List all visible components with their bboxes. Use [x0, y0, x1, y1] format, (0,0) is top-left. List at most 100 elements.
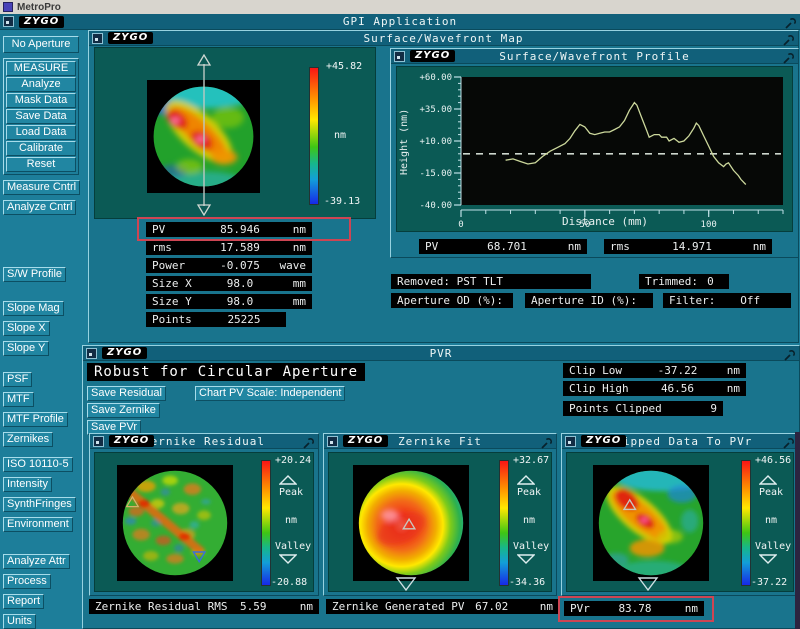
wrench-icon[interactable]: [782, 435, 795, 449]
clipped-colorbar: [741, 460, 751, 586]
peak-triangle-icon: [517, 475, 535, 485]
sidebar-iso-button[interactable]: ISO 10110-5: [3, 457, 73, 472]
peak-triangle-icon: [279, 475, 297, 485]
surface-map-panel: +45.82 nm -39.13: [94, 47, 376, 219]
sidebar-mask-data-button[interactable]: Mask Data: [6, 93, 76, 108]
valley-triangle-icon: [759, 554, 777, 564]
wrench-icon[interactable]: [782, 32, 795, 46]
sidebar-calibrate-button[interactable]: Calibrate: [6, 141, 76, 156]
sidebar-slope-x-button[interactable]: Slope X: [3, 321, 50, 336]
chart-pv-scale-button[interactable]: Chart PV Scale: Independent: [195, 386, 346, 401]
residual-colorbar-max: +20.24: [275, 455, 312, 466]
fit-colorbar-min: -34.36: [509, 577, 546, 588]
zygo-logo: ZYGO: [581, 435, 627, 447]
window-menu-button[interactable]: [92, 32, 103, 44]
save-residual-button[interactable]: Save Residual: [87, 386, 166, 401]
points-clipped: Points Clipped 9: [563, 401, 723, 416]
sidebar-report-button[interactable]: Report: [3, 594, 45, 609]
wrench-icon[interactable]: [782, 50, 795, 64]
clipped-valley-label: Valley: [755, 541, 792, 552]
save-zernike-button[interactable]: Save Zernike: [87, 403, 160, 418]
sidebar: No Aperture MEASURE Analyze Mask Data Sa…: [0, 30, 82, 629]
sidebar-measure-button[interactable]: MEASURE: [6, 61, 76, 76]
sidebar-synthfringes-button[interactable]: SynthFringes: [3, 497, 76, 512]
map-colorbar-unit: nm: [334, 130, 347, 141]
sidebar-analyze-attr-button[interactable]: Analyze Attr: [3, 554, 70, 569]
map-colorbar: [309, 67, 319, 205]
pvr-window-titlebar: ZYGO PVR: [83, 346, 799, 361]
profile-slice-arrow[interactable]: [195, 54, 213, 216]
screen-edge-artifact: [795, 432, 800, 629]
os-title-bar: MetroPro: [0, 0, 800, 14]
sidebar-no-aperture-button[interactable]: No Aperture: [3, 36, 79, 53]
pvr-result: PVr 83.78 nm: [564, 601, 704, 616]
svg-text:-40.00: -40.00: [419, 201, 452, 211]
svg-text:100: 100: [701, 220, 717, 229]
sidebar-mtf-profile-button[interactable]: MTF Profile: [3, 412, 68, 427]
sidebar-save-data-button[interactable]: Save Data: [6, 109, 76, 124]
zygo-logo: ZYGO: [102, 347, 148, 359]
fit-colorbar: [499, 460, 509, 586]
clipped-data-image: [593, 465, 709, 581]
profile-rms: rms 14.971 nm: [604, 239, 772, 254]
sidebar-analyze-cntrl-button[interactable]: Analyze Cntrl: [3, 200, 77, 215]
clipped-data-window: ZYGO Clipped Data To PVr: [561, 433, 799, 596]
map-window-titlebar: ZYGO Surface/Wavefront Map: [89, 31, 798, 46]
sidebar-environment-button[interactable]: Environment: [3, 517, 73, 532]
sidebar-analyze-button[interactable]: Analyze: [6, 77, 76, 92]
stat-size-y: Size Y 98.0 mm: [146, 294, 312, 309]
svg-text:0: 0: [458, 220, 463, 229]
zernike-fit-window: ZYGO Zernike Fit: [323, 433, 557, 596]
metropro-app-icon: [3, 2, 13, 12]
wrench-icon[interactable]: [783, 347, 796, 361]
sidebar-slope-mag-button[interactable]: Slope Mag: [3, 301, 64, 316]
window-menu-button[interactable]: [327, 435, 338, 447]
profile-ylabel: Height (nm): [399, 108, 410, 175]
sidebar-measure-cntrl-button[interactable]: Measure Cntrl: [3, 180, 81, 195]
filter-flag: Filter: Off: [663, 293, 791, 308]
window-menu-button[interactable]: [93, 435, 104, 447]
profile-chart: +60.00 +35.00 +10.00 -15.00 -40.00 0 50 100: [419, 73, 784, 229]
wrench-icon[interactable]: [302, 435, 315, 449]
window-title: MetroPro: [17, 1, 61, 13]
window-menu-button[interactable]: [3, 16, 14, 27]
wrench-icon[interactable]: [784, 15, 797, 29]
sidebar-sw-profile-button[interactable]: S/W Profile: [3, 267, 67, 282]
residual-colorbar-min: -20.88: [271, 577, 308, 588]
sidebar-psf-button[interactable]: PSF: [3, 372, 33, 387]
fit-colorbar-max: +32.67: [513, 455, 550, 466]
zernike-generated-pv: Zernike Generated PV 67.02 nm: [326, 599, 559, 614]
sidebar-mtf-button[interactable]: MTF: [3, 392, 34, 407]
sidebar-load-data-button[interactable]: Load Data: [6, 125, 76, 140]
clipped-data-title: Clipped Data To PVr: [607, 434, 753, 448]
sidebar-units-button[interactable]: Units: [3, 614, 37, 629]
clip-high: Clip High 46.56 nm: [563, 381, 746, 396]
sidebar-reset-button[interactable]: Reset: [6, 157, 76, 172]
sidebar-slope-y-button[interactable]: Slope Y: [3, 341, 50, 356]
fit-peak-label: Peak: [517, 487, 542, 498]
map-window-title: Surface/Wavefront Map: [363, 31, 524, 45]
removed-flag: Removed: PST TLT: [391, 274, 591, 289]
window-menu-button[interactable]: [565, 435, 576, 447]
profile-pv: PV 68.701 nm: [419, 239, 587, 254]
aperture-od-field[interactable]: Aperture OD (%):: [391, 293, 513, 308]
gpi-application-bar: ZYGO GPI Application: [0, 14, 800, 30]
sidebar-zernikes-button[interactable]: Zernikes: [3, 432, 54, 447]
zygo-logo: ZYGO: [109, 435, 155, 447]
zernike-residual-window: ZYGO Zernike Residual: [89, 433, 319, 596]
zernike-fit-image: [353, 465, 469, 581]
surface-wavefront-profile-window: ZYGO Surface/Wavefront Profile +60.00 +35…: [390, 48, 799, 258]
fit-valley-marker-icon: [395, 577, 417, 591]
zygo-logo: ZYGO: [108, 32, 154, 44]
svg-text:50: 50: [579, 220, 590, 229]
sidebar-process-button[interactable]: Process: [3, 574, 51, 589]
sidebar-intensity-button[interactable]: Intensity: [3, 477, 52, 492]
wrench-icon[interactable]: [540, 435, 553, 449]
residual-valley-label: Valley: [275, 541, 312, 552]
stat-size-x: Size X 98.0 mm: [146, 276, 312, 291]
aperture-id-field[interactable]: Aperture ID (%):: [525, 293, 653, 308]
window-menu-button[interactable]: [86, 347, 97, 359]
zernike-residual-rms: Zernike Residual RMS 5.59 nm: [89, 599, 319, 614]
window-menu-button[interactable]: [394, 50, 405, 62]
